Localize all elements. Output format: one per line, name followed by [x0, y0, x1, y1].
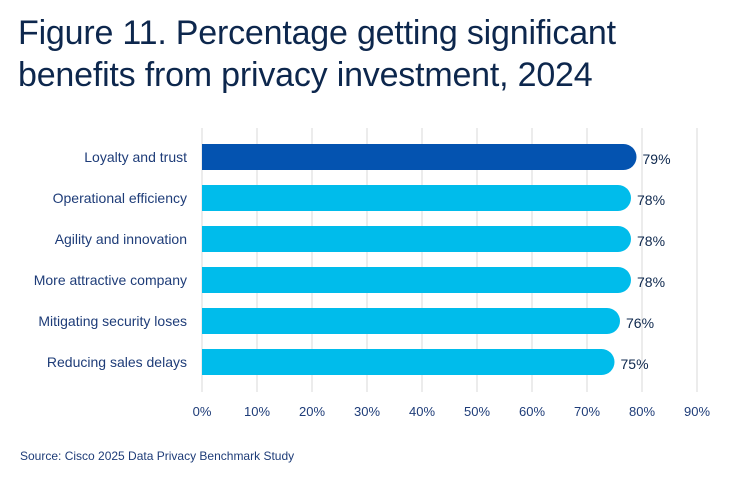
category-label: Agility and innovation	[55, 231, 187, 247]
x-tick-label: 50%	[464, 404, 490, 419]
bar	[202, 144, 637, 170]
data-label: 78%	[637, 233, 665, 249]
x-tick-label: 80%	[629, 404, 655, 419]
chart-title-line-2: benefits from privacy investment, 2024	[18, 56, 593, 94]
bar	[202, 185, 631, 211]
category-label: Operational efficiency	[53, 190, 187, 206]
x-tick-label: 10%	[244, 404, 270, 419]
category-label: More attractive company	[34, 272, 187, 288]
x-tick-label: 20%	[299, 404, 325, 419]
x-tick-label: 70%	[574, 404, 600, 419]
x-tick-label: 30%	[354, 404, 380, 419]
bar	[202, 226, 631, 252]
gridlines	[201, 128, 698, 392]
bars	[202, 144, 637, 375]
data-label: 76%	[626, 315, 654, 331]
bar	[202, 267, 631, 293]
x-axis-ticks: 0% 10% 20% 30% 40% 50% 60% 70% 80% 90%	[193, 404, 711, 419]
x-tick-label: 0%	[193, 404, 212, 419]
data-label: 75%	[621, 356, 649, 372]
category-label: Mitigating security loses	[38, 313, 187, 329]
x-tick-label: 40%	[409, 404, 435, 419]
x-tick-label: 90%	[684, 404, 710, 419]
chart-title-line-1: Figure 11. Percentage getting significan…	[18, 14, 616, 52]
x-tick-label: 60%	[519, 404, 545, 419]
data-labels: 79% 78% 78% 78% 76% 75%	[621, 151, 671, 372]
category-label: Reducing sales delays	[47, 354, 187, 370]
data-label: 78%	[637, 192, 665, 208]
bar-chart: Loyalty and trust Operational efficiency A…	[34, 128, 711, 419]
data-label: 78%	[637, 274, 665, 290]
category-labels: Loyalty and trust Operational efficiency A…	[34, 149, 187, 370]
bar	[202, 349, 615, 375]
data-label: 79%	[643, 151, 671, 167]
category-label: Loyalty and trust	[84, 149, 187, 165]
bar	[202, 308, 620, 334]
chart-title: Figure 11. Percentage getting significan…	[18, 12, 738, 96]
source-note: Source: Cisco 2025 Data Privacy Benchmar…	[20, 449, 295, 463]
